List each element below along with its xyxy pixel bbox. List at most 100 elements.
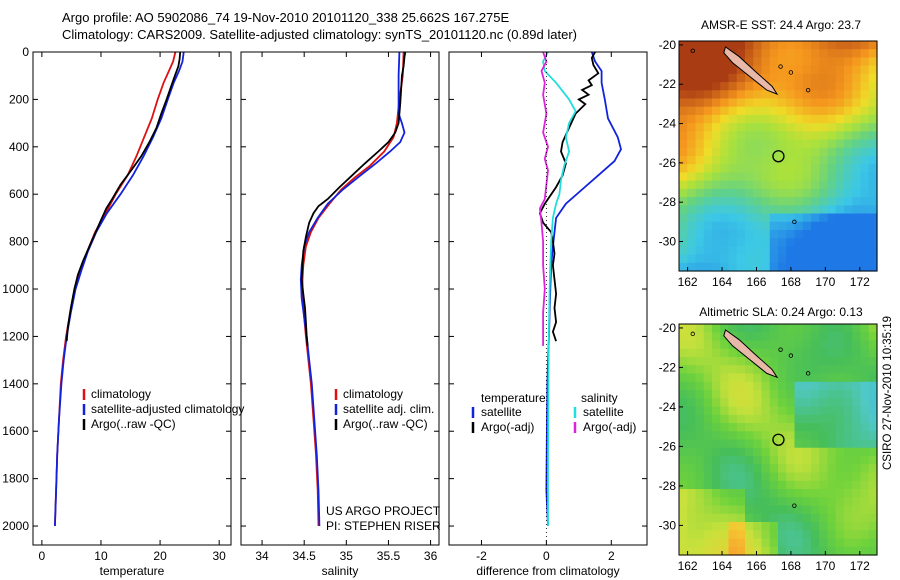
- map-cell: [786, 213, 796, 223]
- series-line: [300, 51, 407, 346]
- map-cell: [720, 147, 730, 157]
- map-cell: [811, 464, 820, 474]
- map-cell: [827, 538, 837, 548]
- map-cell: [720, 505, 730, 515]
- map-cell: [736, 147, 746, 157]
- map-cell: [745, 254, 754, 264]
- map-cell: [695, 262, 705, 272]
- map-cell: [811, 114, 820, 124]
- map-cell: [761, 497, 771, 507]
- map-cell: [720, 464, 730, 474]
- map-cell: [852, 246, 862, 256]
- map-cell: [769, 213, 779, 223]
- y-tick-label: -24: [659, 400, 677, 414]
- map-cell: [852, 472, 862, 482]
- map-cell: [687, 340, 697, 350]
- map-cell: [811, 472, 820, 482]
- map-cell: [827, 123, 837, 132]
- map-cell: [720, 90, 730, 100]
- map-cell: [852, 197, 862, 206]
- map-cell: [761, 464, 771, 474]
- map-cell: [827, 57, 837, 67]
- y-tick-label: 1000: [2, 282, 29, 296]
- map-cell: [786, 254, 796, 264]
- map-cell: [852, 423, 862, 432]
- map-cell: [703, 505, 713, 515]
- map-cell: [778, 373, 787, 383]
- map-cell: [827, 262, 837, 272]
- map-cell: [736, 513, 746, 523]
- map-cell: [786, 246, 796, 256]
- map-cell: [712, 513, 721, 523]
- map-cell: [695, 82, 705, 91]
- map-cell: [827, 229, 837, 239]
- map-cell: [712, 41, 721, 50]
- map-cell: [745, 238, 754, 247]
- map-cell: [802, 213, 812, 223]
- map-cell: [860, 246, 870, 256]
- map-cell: [720, 357, 730, 366]
- map-cell: [703, 414, 713, 424]
- map-cell: [745, 324, 754, 333]
- map-cell: [679, 106, 688, 116]
- map-cell: [802, 357, 812, 366]
- map-cell: [844, 172, 853, 182]
- map-cell: [860, 49, 870, 59]
- map-cell: [720, 398, 730, 408]
- map-cell: [811, 340, 820, 350]
- y-tick-label: 1400: [2, 377, 29, 391]
- map-cell: [794, 472, 804, 482]
- map-cell: [720, 530, 730, 540]
- map-cell: [860, 431, 870, 441]
- map-cell: [860, 530, 870, 540]
- map-cell: [736, 439, 746, 449]
- map-cell: [868, 530, 878, 540]
- map-cell: [827, 197, 837, 206]
- map-cell: [769, 513, 779, 523]
- map-cell: [860, 106, 870, 116]
- map-cell: [860, 456, 870, 465]
- map-cell: [835, 221, 845, 231]
- map-cell: [827, 340, 837, 350]
- map-cell: [819, 262, 829, 272]
- map-cell: [736, 164, 746, 174]
- map-cell: [802, 398, 812, 408]
- map-cell: [852, 188, 862, 198]
- map-cell: [827, 65, 837, 75]
- map-cell: [819, 431, 829, 441]
- map-cell: [811, 164, 820, 174]
- map-cell: [687, 90, 697, 100]
- map-cell: [703, 41, 713, 50]
- map-cell: [687, 472, 697, 482]
- map-cell: [695, 480, 705, 490]
- map-cell: [819, 213, 829, 223]
- map-cell: [736, 229, 746, 239]
- map-cell: [687, 238, 697, 247]
- map-cell: [753, 114, 763, 124]
- map-cell: [679, 262, 688, 272]
- map-cell: [852, 340, 862, 350]
- map-cell: [819, 546, 829, 556]
- map-cell: [728, 123, 738, 132]
- map-cell: [868, 390, 878, 399]
- map-cell: [687, 447, 697, 457]
- y-tick-label: -30: [659, 518, 677, 532]
- map-cell: [778, 357, 787, 366]
- map-cell: [778, 106, 787, 116]
- map-cell: [753, 456, 763, 465]
- map-cell: [827, 332, 837, 342]
- map-cell: [819, 65, 829, 75]
- map-cell: [736, 464, 746, 474]
- y-tick-label: -26: [659, 439, 677, 453]
- map-cell: [736, 156, 746, 165]
- legend-label: Argo(..raw -QC): [343, 417, 428, 431]
- map-cell: [802, 538, 812, 548]
- map-cell: [695, 373, 705, 383]
- map-cell: [860, 262, 870, 272]
- map-cell: [802, 180, 812, 190]
- map-cell: [728, 480, 738, 490]
- map-cell: [827, 439, 837, 449]
- map-cell: [778, 365, 787, 375]
- map-cell: [811, 156, 820, 165]
- map-cell: [753, 373, 763, 383]
